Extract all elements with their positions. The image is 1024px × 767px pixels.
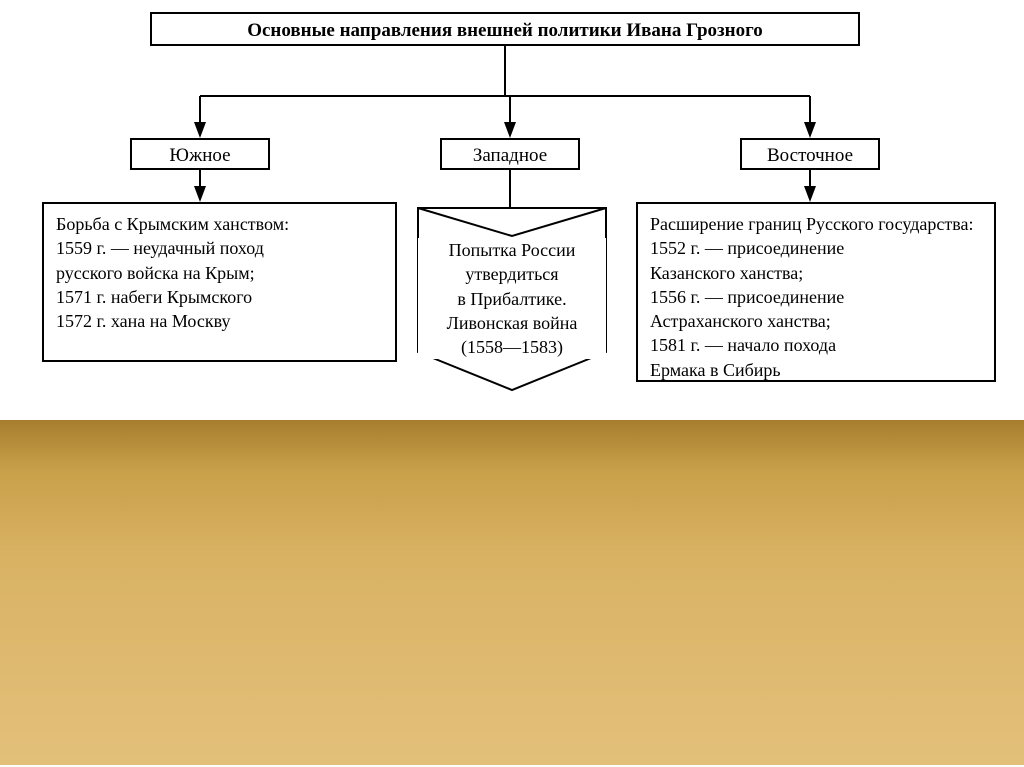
text-line: 1572 г. хана на Москву (56, 309, 383, 333)
direction-west: Западное (440, 138, 580, 170)
text-line: Ливонская война (418, 311, 606, 335)
text-line: в Прибалтике. (418, 287, 606, 311)
diagram-title: Основные направления внешней политики Ив… (150, 12, 860, 46)
detail-west: Попытка России утвердиться в Прибалтике.… (418, 238, 606, 359)
text-line: 1552 г. — присоединение (650, 236, 982, 260)
direction-east: Восточное (740, 138, 880, 170)
text-line: 1571 г. набеги Крымского (56, 285, 383, 309)
text-line: Казанского ханства; (650, 261, 982, 285)
text-line: 1581 г. — начало похода (650, 333, 982, 357)
detail-south: Борьба с Крымским ханством: 1559 г. — не… (42, 202, 397, 362)
text-line: Попытка России (418, 238, 606, 262)
text-line: 1556 г. — присоединение (650, 285, 982, 309)
text-line: (1558—1583) (418, 335, 606, 359)
text-line: Расширение границ Русского государства: (650, 212, 982, 236)
direction-south: Южное (130, 138, 270, 170)
text-line: русского войска на Крым; (56, 261, 383, 285)
text-line: 1559 г. — неудачный поход (56, 236, 383, 260)
text-line: Борьба с Крымским ханством: (56, 212, 383, 236)
text-line: Ермака в Сибирь (650, 358, 982, 382)
flowchart-container: Основные направления внешней политики Ив… (0, 0, 1024, 420)
gold-gradient-band (0, 420, 1024, 765)
text-line: Астраханского ханства; (650, 309, 982, 333)
detail-east: Расширение границ Русского государства: … (636, 202, 996, 382)
text-line: утвердиться (418, 262, 606, 286)
